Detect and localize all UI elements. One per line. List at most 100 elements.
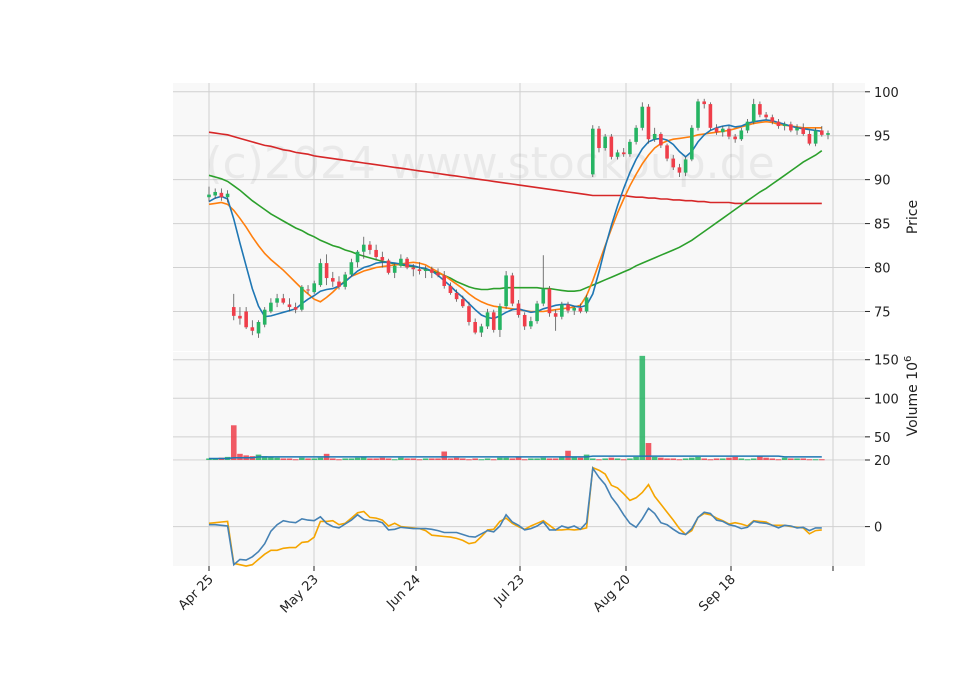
x-tick-label: Apr 25 xyxy=(176,572,217,613)
candle-body xyxy=(609,136,614,157)
price-tick-label: 80 xyxy=(874,262,891,277)
volume-bar xyxy=(459,458,466,460)
candle-body xyxy=(708,104,713,128)
candle-body xyxy=(423,269,428,272)
volume-bar xyxy=(305,458,311,460)
volume-bar xyxy=(719,458,726,460)
candle-body xyxy=(745,121,750,131)
volume-bar xyxy=(670,458,677,460)
volume-bar xyxy=(292,459,299,461)
candle-body xyxy=(467,306,471,323)
candle-body xyxy=(436,272,440,276)
volume-bar xyxy=(348,458,355,460)
volume-bar xyxy=(342,458,348,460)
volume-bar xyxy=(330,458,336,460)
candle-body xyxy=(714,127,719,133)
volume-bar xyxy=(540,457,547,460)
candle-body xyxy=(460,299,465,307)
volume-bar xyxy=(627,458,633,460)
candle-body xyxy=(430,269,434,273)
candle-body xyxy=(597,128,601,149)
candle-body xyxy=(702,101,706,105)
volume-bar xyxy=(664,458,670,460)
volume-bar xyxy=(819,459,825,461)
candle-body xyxy=(621,152,626,155)
candle-body xyxy=(801,127,806,134)
volume-bar xyxy=(466,459,472,461)
candle-body xyxy=(504,275,508,307)
candle-body xyxy=(516,303,521,315)
candle-body xyxy=(417,269,422,272)
candle-body xyxy=(690,127,694,160)
candle-body xyxy=(448,285,453,294)
candle-body xyxy=(337,281,341,287)
volume-bar xyxy=(237,453,243,460)
volume-bar xyxy=(521,459,528,461)
volume-bar xyxy=(757,456,763,460)
candle-body xyxy=(405,258,409,268)
candle-body xyxy=(250,327,255,331)
volume-bar xyxy=(589,458,596,460)
candle-body xyxy=(473,322,477,333)
volume-bar xyxy=(602,458,608,460)
oscillator-line xyxy=(209,465,822,567)
candle-body xyxy=(498,306,502,330)
price-axis-label: Price xyxy=(905,200,921,234)
volume-bar xyxy=(620,459,627,461)
candle-body xyxy=(584,297,589,312)
volume-bar xyxy=(490,459,497,461)
candle-body xyxy=(361,244,366,252)
candle-body xyxy=(646,106,651,140)
volume-bar xyxy=(280,458,287,460)
volume-bar xyxy=(534,458,540,460)
moving-average-line xyxy=(208,131,822,205)
candle-body xyxy=(671,158,676,168)
volume-bar xyxy=(497,457,503,460)
volume-bar xyxy=(360,456,367,460)
volume-tick-label: 20 xyxy=(874,454,891,469)
price-tick-label: 75 xyxy=(874,305,891,320)
candle-body xyxy=(368,244,372,250)
candle-body xyxy=(238,315,242,319)
volume-bar xyxy=(385,458,392,460)
candle-body xyxy=(553,313,558,317)
candle-body xyxy=(764,114,768,118)
candle-body xyxy=(225,193,230,198)
volume-bar xyxy=(639,355,646,460)
candle-body xyxy=(820,130,824,135)
candle-body xyxy=(751,104,756,122)
volume-bar xyxy=(689,457,695,460)
volume-bar xyxy=(472,458,478,460)
volume-bar xyxy=(410,458,417,460)
volume-bar xyxy=(744,459,751,461)
candle-body xyxy=(374,249,378,257)
volume-bar xyxy=(695,456,701,460)
volume-bar xyxy=(608,457,615,460)
volume-bar xyxy=(707,459,714,461)
volume-bar xyxy=(261,456,268,460)
candle-body xyxy=(442,275,447,286)
candle-body xyxy=(306,289,310,291)
volume-bar xyxy=(794,458,800,460)
candle-body xyxy=(231,307,236,316)
volume-bar xyxy=(546,458,553,460)
volume-bar xyxy=(422,458,429,460)
candle-body xyxy=(256,322,261,334)
candle-body xyxy=(479,326,484,333)
candle-body xyxy=(590,128,595,175)
price-tick-label: 90 xyxy=(874,174,891,189)
volume-bar xyxy=(453,457,460,460)
volume-bar xyxy=(763,457,769,460)
candle-body xyxy=(665,145,669,159)
volume-bar xyxy=(379,457,386,460)
volume-bar xyxy=(812,459,819,461)
candle-body xyxy=(275,298,279,303)
candle-body xyxy=(560,304,564,317)
candle-body xyxy=(454,293,459,300)
volume-bar xyxy=(552,458,559,460)
candle-body xyxy=(628,141,632,155)
oscillator-line xyxy=(208,466,822,567)
volume-bar xyxy=(367,458,373,460)
